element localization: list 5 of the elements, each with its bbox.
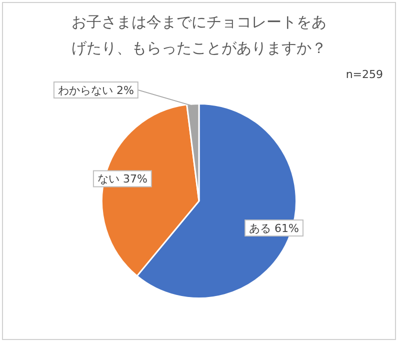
slice-label: ない 37%	[97, 172, 148, 186]
slice-label: ある 61%	[249, 222, 300, 235]
chart-title: お子さまは今までにチョコレートをあげたり、もらったことがありますか？	[72, 12, 326, 57]
text: n=259	[346, 68, 383, 81]
slice-label: わからない 2%	[58, 84, 134, 97]
